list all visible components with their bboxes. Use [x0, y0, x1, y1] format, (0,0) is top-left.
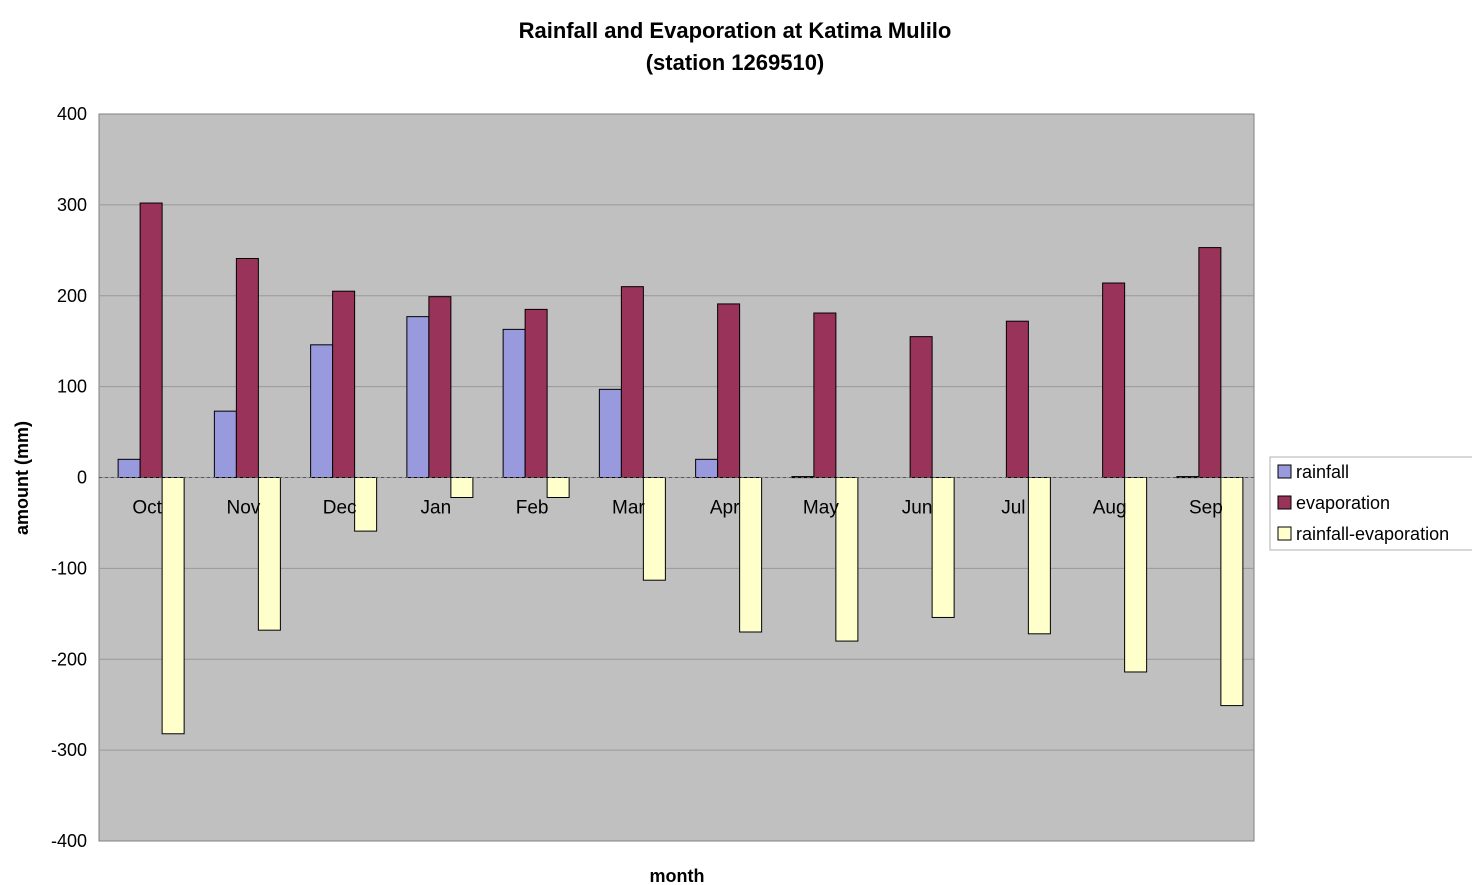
bar-rainfall-evaporation-nov	[257, 477, 281, 631]
legend-swatch	[1277, 526, 1292, 541]
bar-rainfall-dec	[310, 344, 334, 479]
y-tick-label: -400	[51, 831, 87, 851]
bar-evaporation-jun	[909, 336, 933, 478]
bar-evaporation-dec	[332, 290, 356, 478]
bar-rainfall-evaporation-jun	[931, 477, 955, 618]
x-tick-label: Jan	[421, 498, 452, 519]
legend-label: evaporation	[1296, 493, 1390, 513]
y-tick-labels: 400 300 200 100 0 -100 -200 -300 -400	[51, 104, 87, 851]
x-tick-label: Dec	[323, 498, 357, 519]
legend-swatch	[1277, 464, 1292, 479]
x-tick-label: Apr	[710, 498, 740, 519]
bar-evaporation-may	[813, 312, 837, 478]
bar-rainfall-oct	[117, 458, 141, 479]
x-axis-title: month	[650, 866, 705, 885]
bar-rainfall-evaporation-feb	[546, 477, 570, 498]
legend: rainfall evaporation rainfall-evaporation	[1269, 456, 1472, 551]
y-tick-label: 100	[57, 377, 87, 397]
bar-evaporation-jan	[428, 296, 452, 478]
bar-evaporation-jul	[1005, 320, 1029, 478]
bar-rainfall-evaporation-dec	[354, 477, 378, 532]
x-tick-label: May	[803, 498, 839, 519]
bar-rainfall-evaporation-aug	[1124, 477, 1148, 673]
bar-rainfall-evaporation-may	[835, 477, 859, 642]
y-tick-label: 0	[77, 468, 87, 488]
bar-rainfall-mar	[598, 388, 622, 479]
bar-rainfall-nov	[213, 410, 237, 479]
y-tick-label: -300	[51, 740, 87, 760]
legend-label: rainfall	[1296, 462, 1349, 482]
bar-evaporation-nov	[235, 257, 259, 478]
x-tick-label: Jul	[1001, 498, 1025, 519]
bar-rainfall-evaporation-jan	[450, 477, 474, 498]
gridlines	[99, 204, 1254, 751]
bar-evaporation-apr	[717, 303, 741, 478]
bar-evaporation-mar	[620, 286, 644, 478]
x-tick-label: Sep	[1189, 498, 1223, 519]
chart-title: Rainfall and Evaporation at Katima Mulil…	[519, 18, 952, 43]
y-tick-label: -200	[51, 649, 87, 669]
bar-rainfall-feb	[502, 328, 526, 478]
chart-subtitle: (station 1269510)	[646, 50, 825, 75]
x-tick-label: Nov	[226, 498, 260, 519]
bar-evaporation-sep	[1198, 247, 1222, 478]
x-tick-label: Oct	[132, 498, 162, 519]
legend-label: rainfall-evaporation	[1296, 524, 1449, 544]
bar-rainfall-apr	[695, 458, 719, 479]
bars	[117, 202, 1244, 735]
legend-box	[1269, 456, 1472, 551]
x-category-labels: Oct Nov Dec Jan Feb Mar Apr May Jun Jul Aug Sep	[132, 498, 1222, 519]
x-tick-label: Jun	[902, 498, 933, 519]
bar-evaporation-aug	[1102, 282, 1126, 478]
x-tick-label: Aug	[1093, 498, 1127, 519]
y-tick-label: 200	[57, 286, 87, 306]
y-axis-title: amount (mm)	[12, 421, 32, 535]
x-tick-label: Mar	[612, 498, 645, 519]
bar-rainfall-evaporation-sep	[1220, 477, 1244, 707]
bar-rainfall-evaporation-oct	[161, 477, 185, 735]
y-tick-label: 400	[57, 104, 87, 124]
y-tick-label: 300	[57, 195, 87, 215]
bar-rainfall-evaporation-apr	[739, 477, 763, 633]
bar-evaporation-oct	[139, 202, 163, 478]
x-tick-label: Feb	[516, 498, 549, 519]
bar-rainfall-jan	[406, 316, 430, 478]
legend-swatch	[1277, 495, 1292, 510]
bar-rainfall-evaporation-jul	[1027, 477, 1051, 635]
bar-rainfall-evaporation-mar	[642, 477, 666, 581]
bar-evaporation-feb	[524, 308, 548, 478]
y-tick-label: -100	[51, 558, 87, 578]
